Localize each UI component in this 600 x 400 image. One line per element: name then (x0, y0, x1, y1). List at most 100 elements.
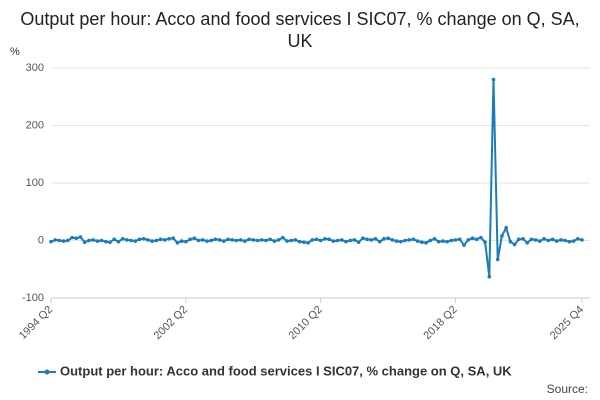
data-point (179, 239, 184, 243)
data-point (415, 239, 420, 243)
data-point (141, 236, 146, 241)
legend-label: Output per hour: Acco and food services … (60, 363, 512, 378)
data-point (280, 235, 285, 240)
data-point (554, 239, 559, 243)
x-tick-label: 2018 Q2 (421, 304, 459, 342)
data-point (234, 238, 239, 243)
data-point (70, 235, 74, 240)
data-point (441, 239, 445, 243)
data-point (91, 238, 95, 242)
data-point (167, 236, 171, 241)
data-point (171, 236, 176, 240)
data-point (331, 239, 336, 243)
data-point (314, 237, 319, 242)
data-point (209, 238, 213, 243)
data-point (580, 238, 584, 242)
data-point (542, 236, 546, 241)
data-point (255, 238, 260, 243)
data-point (563, 238, 567, 243)
data-point (373, 236, 378, 241)
y-axis-label: % (10, 46, 20, 58)
data-point (192, 236, 197, 240)
data-point (116, 239, 121, 244)
data-point (95, 239, 100, 243)
data-point (154, 238, 159, 243)
data-point (479, 235, 483, 240)
data-point (200, 238, 205, 242)
data-point (323, 236, 327, 241)
data-point (112, 237, 117, 242)
data-point (521, 236, 525, 241)
data-point (335, 238, 340, 243)
data-point (146, 238, 150, 242)
data-point (268, 237, 272, 242)
data-point (74, 236, 79, 240)
y-tick-label: 300 (26, 62, 44, 74)
data-point (53, 238, 58, 242)
data-point (243, 239, 247, 243)
data-point (133, 239, 138, 243)
data-point (474, 237, 479, 242)
data-point (550, 237, 555, 242)
data-point (259, 238, 264, 242)
data-point (483, 240, 487, 245)
data-point (533, 238, 538, 242)
series-line (50, 79, 583, 277)
x-tick-label: 2010 Q2 (287, 304, 325, 342)
data-point (504, 226, 508, 230)
x-tick-label: 2025 Q4 (548, 304, 586, 342)
data-point (538, 239, 542, 243)
data-point (453, 238, 458, 242)
data-point (57, 238, 62, 243)
data-point (436, 239, 441, 244)
data-point (196, 238, 201, 243)
data-point (575, 236, 580, 241)
data-point (508, 239, 513, 244)
data-point (449, 238, 454, 243)
data-point (495, 257, 500, 262)
y-tick-label: 0 (38, 234, 44, 246)
data-point (293, 238, 298, 242)
data-point (516, 237, 521, 242)
data-point (382, 236, 386, 241)
data-point (217, 238, 222, 242)
data-point (49, 239, 53, 244)
data-point (352, 238, 357, 242)
data-point (120, 236, 125, 241)
data-point (238, 238, 243, 242)
data-point (365, 237, 369, 242)
data-point (529, 237, 534, 242)
data-point (82, 240, 87, 245)
data-point (87, 238, 91, 243)
data-point (78, 235, 83, 239)
data-point (158, 237, 163, 242)
data-point (297, 239, 302, 244)
data-point (129, 238, 133, 243)
data-point (327, 237, 331, 242)
data-point (61, 239, 66, 243)
data-point (361, 236, 365, 240)
data-point (369, 238, 374, 242)
data-point (276, 238, 281, 242)
data-point (386, 236, 390, 240)
data-point (310, 238, 315, 242)
data-point (137, 237, 142, 242)
data-point (184, 239, 188, 244)
y-tick-label: 100 (26, 177, 44, 189)
data-point (230, 238, 235, 242)
data-point (272, 239, 277, 243)
data-point (188, 237, 192, 242)
data-point (420, 240, 424, 245)
data-point (251, 238, 256, 242)
data-point (175, 241, 180, 245)
data-point (306, 241, 310, 245)
data-point (512, 242, 517, 247)
data-point (213, 237, 218, 242)
data-point (285, 239, 289, 243)
data-point (162, 238, 167, 242)
data-point (99, 238, 104, 243)
data-point (66, 238, 70, 243)
data-point (302, 240, 306, 245)
data-point (289, 238, 294, 243)
